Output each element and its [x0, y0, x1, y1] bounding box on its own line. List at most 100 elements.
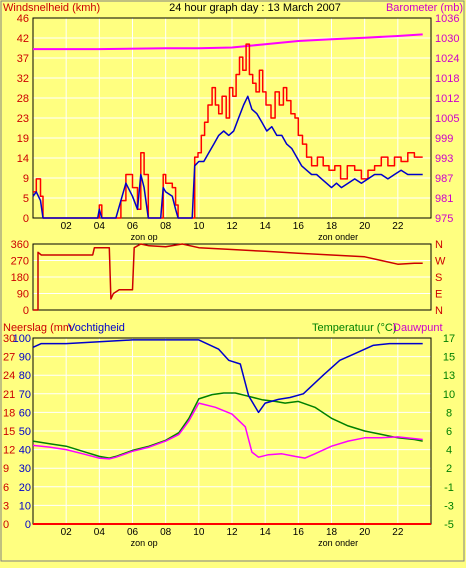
x-tick-label: 04	[94, 221, 106, 232]
compass-label: W	[435, 256, 446, 268]
barometer-line	[33, 33, 423, 51]
x-tick-label: 02	[61, 527, 73, 538]
x-tick-label: 12	[226, 527, 238, 538]
x-tick-label: 18	[326, 527, 338, 538]
compass-label: N	[435, 239, 443, 251]
x-tick-label: 14	[260, 527, 272, 538]
temperature-line	[32, 392, 423, 459]
temperature-y-tick-label: 6	[446, 426, 452, 438]
x-tick-label: 02	[61, 221, 73, 232]
x-tick-label: 10	[193, 221, 205, 232]
sun-marker-label: zon onder	[318, 232, 358, 242]
x-tick-label: 20	[359, 221, 371, 232]
wind-y-tick-label: 5	[23, 193, 29, 205]
compass-label: N	[435, 305, 443, 317]
compass-label: E	[435, 289, 442, 301]
direction-y-tick-label: 180	[11, 272, 29, 284]
x-tick-label: 16	[293, 221, 305, 232]
rain-y-tick-label: 3	[3, 500, 9, 512]
x-tick-label: 06	[127, 221, 139, 232]
wind-axis-title: Windsnelheid (kmh)	[3, 2, 100, 14]
dewpoint-line	[32, 402, 423, 460]
temperature-y-tick-label: 15	[443, 352, 455, 364]
rain-y-tick-label: 18	[3, 407, 15, 419]
x-tick-label: 20	[359, 527, 371, 538]
sun-marker-label: zon onder	[318, 538, 358, 548]
humidity-line	[32, 339, 423, 414]
wind-y-tick-label: 32	[17, 73, 29, 85]
compass-label: S	[435, 272, 442, 284]
barometer-axis-title: Barometer (mb)	[386, 2, 463, 14]
barometer-y-tick-label: 1018	[435, 73, 459, 85]
barometer-y-tick-label: 1030	[435, 33, 459, 45]
direction-y-tick-label: 90	[17, 289, 29, 301]
chart-layer: 0591419232832374246975981987993999100510…	[3, 13, 459, 548]
wind-average-line	[32, 95, 423, 219]
humidity-y-tick-label: 0	[25, 519, 31, 531]
humidity-y-tick-label: 40	[19, 445, 31, 457]
temperature-y-tick-label: -3	[444, 500, 454, 512]
barometer-y-tick-label: 999	[435, 133, 453, 145]
x-tick-label: 12	[226, 221, 238, 232]
barometer-y-tick-label: 987	[435, 173, 453, 185]
humidity-y-tick-label: 30	[19, 463, 31, 475]
x-tick-label: 08	[160, 221, 172, 232]
wind-gust-line	[33, 43, 423, 219]
humidity-y-tick-label: 60	[19, 407, 31, 419]
temperature-y-tick-label: 13	[443, 370, 455, 382]
x-tick-label: 06	[127, 527, 139, 538]
rain-y-tick-label: 0	[3, 519, 9, 531]
rain-y-tick-label: 30	[3, 333, 15, 345]
barometer-y-tick-label: 1012	[435, 93, 459, 105]
x-tick-label: 18	[326, 221, 338, 232]
wind-y-tick-label: 42	[17, 33, 29, 45]
x-tick-label: 04	[94, 527, 106, 538]
humidity-y-tick-label: 90	[19, 352, 31, 364]
wind-y-tick-label: 37	[17, 53, 29, 65]
barometer-y-tick-label: 993	[435, 153, 453, 165]
humidity-y-tick-label: 100	[13, 333, 31, 345]
humidity-axis-title: Vochtigheid	[68, 322, 125, 334]
humidity-y-tick-label: 70	[19, 389, 31, 401]
rain-y-tick-label: 24	[3, 370, 15, 382]
barometer-y-tick-label: 981	[435, 193, 453, 205]
wind-y-tick-label: 14	[17, 153, 29, 165]
rain-y-tick-label: 6	[3, 482, 9, 494]
rain-y-tick-label: 12	[3, 445, 15, 457]
rain-y-tick-label: 15	[3, 426, 15, 438]
barometer-y-tick-label: 1005	[435, 113, 459, 125]
temperature-y-tick-label: 8	[446, 407, 452, 419]
temperature-y-tick-label: -5	[444, 519, 454, 531]
temperature-y-tick-label: 10	[443, 389, 455, 401]
x-tick-label: 14	[260, 221, 272, 232]
dewpoint-axis-title: Dauwpunt	[393, 322, 443, 334]
x-tick-label: 16	[293, 527, 305, 538]
chart-title: 24 hour graph day : 13 March 2007	[169, 2, 341, 14]
wind-y-tick-label: 46	[17, 13, 29, 25]
rain-y-tick-label: 27	[3, 352, 15, 364]
temperature-axis-title: Temperatuur (°C)	[312, 322, 396, 334]
barometer-y-tick-label: 1036	[435, 13, 459, 25]
temperature-y-tick-label: 4	[446, 445, 452, 457]
plot-border-1	[32, 17, 432, 219]
direction-y-tick-label: 0	[23, 305, 29, 317]
x-tick-label: 08	[160, 527, 172, 538]
plot-border-2	[32, 243, 432, 311]
x-tick-label: 22	[392, 221, 404, 232]
wind-y-tick-label: 9	[23, 173, 29, 185]
rain-axis-title: Neerslag (mm	[3, 322, 72, 334]
humidity-y-tick-label: 10	[19, 500, 31, 512]
rain-y-tick-label: 9	[3, 463, 9, 475]
x-tick-label: 10	[193, 527, 205, 538]
wind-direction-line	[33, 243, 423, 311]
temperature-y-tick-label: 2	[446, 463, 452, 475]
sun-marker-label: zon op	[131, 538, 158, 548]
barometer-y-tick-label: 1024	[435, 53, 459, 65]
direction-y-tick-label: 270	[11, 256, 29, 268]
wind-y-tick-label: 0	[23, 213, 29, 225]
wind-y-tick-label: 23	[17, 113, 29, 125]
direction-y-tick-label: 360	[11, 239, 29, 251]
x-tick-label: 22	[392, 527, 404, 538]
